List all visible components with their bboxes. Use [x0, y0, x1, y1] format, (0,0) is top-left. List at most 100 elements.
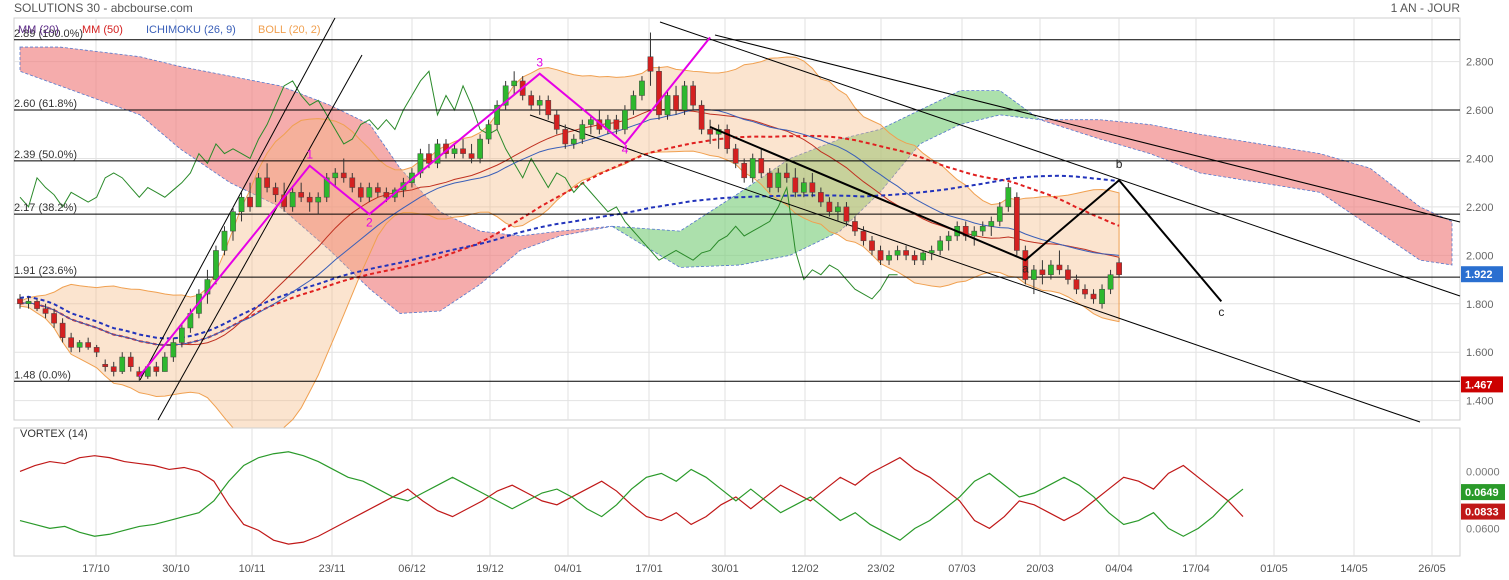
- y-tick-label: 2.800: [1466, 57, 1494, 69]
- kumo-bearish: [19, 46, 613, 314]
- candle-body: [1090, 293, 1097, 300]
- candle-body: [681, 85, 688, 111]
- candle-body: [110, 366, 117, 372]
- candle-body: [528, 95, 535, 106]
- x-tick-label: 17/04: [1182, 563, 1210, 575]
- candle: [340, 158, 347, 183]
- candle: [1005, 182, 1012, 212]
- candle: [42, 303, 49, 319]
- x-tick-label: 14/05: [1340, 563, 1368, 575]
- candle-body: [775, 172, 782, 188]
- candle: [451, 143, 458, 159]
- candle-body: [230, 211, 236, 232]
- candle-body: [553, 114, 560, 130]
- candle-body: [945, 235, 952, 242]
- mm20-line: [19, 108, 1120, 346]
- candle-body: [170, 342, 177, 358]
- candle-body: [656, 71, 662, 116]
- candle: [374, 182, 381, 198]
- impulse-wave: [138, 36, 711, 378]
- candle-body: [255, 177, 262, 208]
- candle-body: [647, 56, 654, 72]
- candle: [928, 245, 935, 261]
- candle: [1090, 289, 1097, 304]
- candle-body: [741, 163, 748, 179]
- candle: [434, 139, 441, 169]
- candle: [749, 153, 756, 183]
- fib-level-label: 2.17 (38.2%): [14, 202, 77, 214]
- mm100-line: [19, 174, 1120, 340]
- wave-label: b: [1116, 157, 1123, 171]
- candle-body: [25, 301, 32, 305]
- candle-body: [127, 356, 134, 367]
- candle: [1107, 269, 1114, 295]
- candle: [127, 352, 134, 372]
- candle: [332, 168, 339, 188]
- candle-body: [1022, 250, 1029, 280]
- x-tick-label: 07/03: [948, 563, 976, 575]
- candle-body: [1013, 196, 1020, 251]
- candle-body: [102, 364, 109, 367]
- candle-body: [749, 158, 756, 179]
- candle-body: [570, 138, 577, 145]
- candle: [298, 182, 305, 203]
- chikou-line: [19, 70, 898, 300]
- candle-body: [1116, 262, 1122, 275]
- candle: [741, 158, 748, 183]
- candle-body: [835, 206, 841, 212]
- vortex-value-badge-bg: [1461, 503, 1505, 520]
- candle-body: [852, 221, 858, 232]
- vortex-series-line: [19, 451, 1244, 541]
- legend-mm50: MM (50): [82, 24, 123, 36]
- candle-body: [928, 250, 935, 254]
- x-tick-label: 23/11: [319, 563, 346, 575]
- candle: [230, 206, 236, 241]
- candle: [979, 221, 986, 236]
- candle-body: [562, 129, 569, 145]
- fib-level-label: 1.91 (23.6%): [14, 265, 77, 277]
- candle: [843, 202, 850, 227]
- candle: [221, 226, 228, 256]
- candle-body: [357, 187, 364, 198]
- candle: [255, 172, 262, 208]
- y-tick-label: 2.200: [1466, 202, 1494, 214]
- candle: [766, 168, 773, 193]
- candle-body: [494, 104, 500, 125]
- x-tick-label: 30/10: [162, 563, 190, 575]
- candle: [1073, 274, 1080, 295]
- candle: [76, 340, 83, 353]
- vortex-y-tick: 0.0600: [1466, 523, 1500, 535]
- wave-label: 2: [366, 215, 373, 229]
- candle: [213, 245, 219, 285]
- y-tick-label: 1.400: [1466, 396, 1494, 408]
- candle-body: [51, 313, 57, 324]
- candle: [732, 143, 739, 169]
- candle-body: [979, 226, 986, 232]
- candle: [179, 323, 185, 348]
- candle: [528, 90, 535, 111]
- candle-body: [468, 153, 475, 159]
- candle-body: [1107, 274, 1114, 290]
- x-tick-label: 04/04: [1105, 563, 1133, 575]
- candle: [68, 332, 74, 353]
- trend-line: [157, 54, 363, 421]
- vortex-panel: 0.0000 0.0600 0.0833 0.0649: [13, 427, 1505, 557]
- candle-body: [306, 196, 313, 203]
- trend-line: [139, 17, 336, 381]
- candle: [502, 80, 509, 111]
- candle-body: [792, 177, 799, 193]
- candle: [85, 337, 92, 350]
- vortex-series-line: [19, 455, 1244, 545]
- candle: [238, 192, 245, 222]
- candle: [1065, 265, 1071, 285]
- candle: [698, 100, 705, 135]
- candle: [1099, 284, 1105, 309]
- candle: [349, 172, 356, 193]
- candle: [937, 235, 944, 256]
- candle-body: [502, 85, 509, 106]
- vortex-value-badge: 0.0649: [1465, 487, 1499, 499]
- candle-body: [707, 129, 713, 135]
- candle: [323, 172, 330, 203]
- candle: [553, 110, 560, 135]
- candle-body: [869, 240, 875, 251]
